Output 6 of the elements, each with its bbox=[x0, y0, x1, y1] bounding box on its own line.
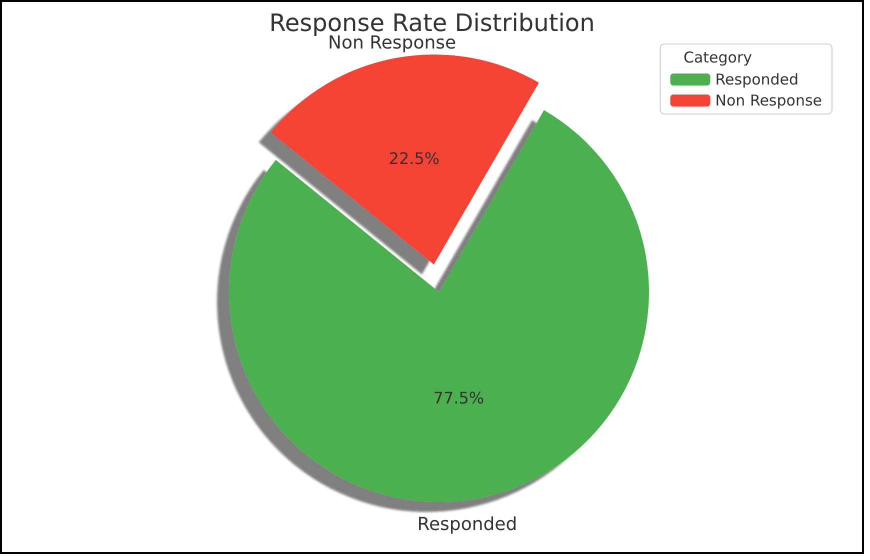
data-label: 77.5% bbox=[433, 388, 484, 408]
legend-label: Non Response bbox=[715, 92, 822, 110]
legend-label: Responded bbox=[715, 70, 799, 88]
data-label: 22.5% bbox=[388, 148, 440, 168]
legend-title: Category bbox=[683, 48, 752, 66]
slice-label: Responded bbox=[417, 514, 518, 535]
